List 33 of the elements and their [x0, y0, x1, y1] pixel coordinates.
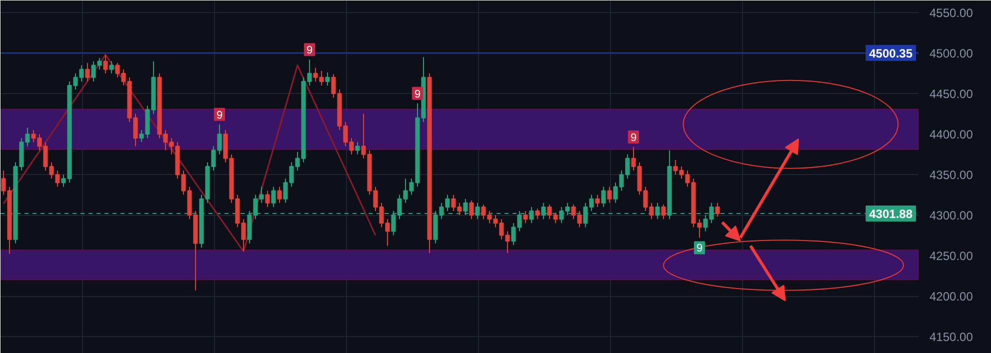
y-tick-label: 4500.00: [930, 46, 974, 61]
y-tick-label: 4250.00: [930, 249, 974, 264]
y-tick-label: 4200.00: [930, 290, 974, 304]
annotation: 9: [696, 242, 703, 255]
candlestick: [85, 62, 90, 82]
candlestick: [109, 60, 114, 74]
candlestick: [271, 186, 276, 208]
y-tick-label: 4300.00: [930, 208, 974, 223]
y-tick-label: 4550.00: [930, 6, 974, 20]
annotation: 9: [306, 44, 313, 57]
candlestick: [715, 202, 720, 218]
candlestick: [265, 190, 270, 208]
candlestick: [103, 54, 108, 74]
y-tick-label: 4400.00: [930, 128, 974, 142]
ref-line-label: 4500.35: [869, 46, 913, 60]
candlestick: [661, 204, 666, 220]
y-tick-label: 4450.00: [930, 87, 974, 102]
candlestick: [523, 210, 528, 224]
annotation: 9: [630, 132, 637, 144]
candlestick: [355, 142, 360, 155]
candlestick: [595, 194, 600, 208]
annotation: 9: [414, 88, 421, 100]
candlestick: [607, 186, 612, 204]
candlestick: [277, 186, 282, 204]
candlestick: [469, 200, 474, 220]
y-tick-label: 4350.00: [930, 168, 974, 182]
y-tick-label: 4150.00: [930, 330, 974, 344]
annotation: 9: [216, 109, 223, 122]
line-series: [2, 54, 376, 252]
candlestick: [535, 208, 540, 220]
ref-line-label: 4301.88: [869, 207, 913, 222]
candlestick: [325, 72, 330, 86]
candlestick: [601, 186, 606, 208]
